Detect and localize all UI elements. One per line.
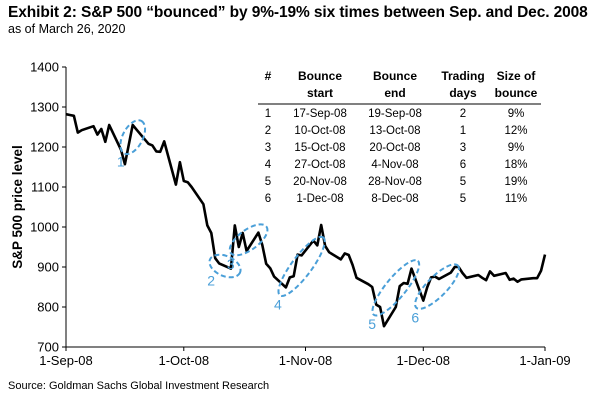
table-cell: 4 xyxy=(265,159,272,171)
table-cell: 13-Oct-08 xyxy=(369,125,420,137)
table-cell: 19-Sep-08 xyxy=(368,108,422,120)
table-cell: 3 xyxy=(265,142,271,154)
table-cell: 8-Dec-08 xyxy=(371,193,418,205)
bounce-callout-number: 6 xyxy=(411,310,419,326)
plot-area xyxy=(65,112,547,328)
table-cell: 5 xyxy=(460,176,466,188)
table-cell: 6 xyxy=(265,193,271,205)
table-header-line2: days xyxy=(449,86,477,100)
y-tick-label: 1200 xyxy=(30,140,59,155)
table-cell: 5 xyxy=(460,193,466,205)
source-note: Source: Goldman Sachs Global Investment … xyxy=(8,380,270,392)
table-cell: 3 xyxy=(460,142,466,154)
bounce-callout-number: 4 xyxy=(274,296,282,312)
table-cell: 10-Oct-08 xyxy=(294,125,345,137)
table-cell: 2 xyxy=(460,108,466,120)
table-cell: 1 xyxy=(460,125,466,137)
x-tick-label: 1-Oct-08 xyxy=(158,353,209,368)
y-tick-label: 800 xyxy=(37,300,59,315)
y-tick-label: 700 xyxy=(37,340,59,355)
bounce-callout-number: 3 xyxy=(227,256,235,272)
table-cell: 1-Dec-08 xyxy=(296,193,343,205)
table-cell: 1 xyxy=(265,108,271,120)
table-cell: 9% xyxy=(508,142,525,154)
table-header-line1: Bounce xyxy=(373,69,417,83)
table-cell: 20-Oct-08 xyxy=(369,142,420,154)
chart-axes: 700 800 900 1000 1100 1200 1300 1400 1-Sep-08 1-O… xyxy=(10,60,571,369)
sp500-series-line xyxy=(65,112,547,328)
table-cell: 6 xyxy=(460,159,466,171)
bounce-callout-ellipse xyxy=(228,223,269,257)
bounce-callout-ellipse xyxy=(414,263,460,310)
y-tick-label: 1000 xyxy=(30,220,59,235)
table-cell: 27-Oct-08 xyxy=(294,159,345,171)
table-cell: 19% xyxy=(504,176,527,188)
table-header-line2: start xyxy=(307,86,333,100)
table-cell: 4-Nov-08 xyxy=(371,159,418,171)
table-cell: 28-Nov-08 xyxy=(368,176,422,188)
bounce-table: # Bounce start Bounce end Trading days Size of b… xyxy=(258,69,541,205)
table-cell: 17-Sep-08 xyxy=(293,108,347,120)
table-cell: 15-Oct-08 xyxy=(294,142,345,154)
table-cell: 9% xyxy=(508,108,525,120)
table-header-line1: # xyxy=(265,69,272,83)
y-axis-label: S&P 500 price level xyxy=(10,145,25,269)
table-cell: 2 xyxy=(265,125,271,137)
table-header-line1: Trading xyxy=(441,69,484,83)
chart-title: Exhibit 2: S&P 500 “bounced” by 9%-19% s… xyxy=(8,4,588,21)
y-tick-label: 1300 xyxy=(30,100,59,115)
table-cell: 20-Nov-08 xyxy=(293,176,347,188)
table-header-line2: bounce xyxy=(495,86,538,100)
table-cell: 11% xyxy=(505,193,527,205)
bounce-callout-ellipse xyxy=(371,259,421,317)
table-cell: 5 xyxy=(265,176,271,188)
table-header-line1: Size of xyxy=(497,69,537,83)
table-header-line2: end xyxy=(384,86,405,100)
x-tick-label: 1-Jan-09 xyxy=(519,353,570,368)
bounce-callout-ellipse xyxy=(277,235,326,298)
table-cell: 12% xyxy=(504,125,527,137)
bounce-callout-ellipse xyxy=(208,253,242,279)
table-cell: 18% xyxy=(504,159,527,171)
chart-subtitle: as of March 26, 2020 xyxy=(8,22,126,36)
bounce-callout-number: 2 xyxy=(207,272,215,288)
y-tick-label: 900 xyxy=(37,260,59,275)
x-tick-label: 1-Nov-08 xyxy=(279,353,332,368)
x-tick-label: 1-Sep-08 xyxy=(39,353,92,368)
y-tick-label: 1100 xyxy=(31,180,59,195)
x-tick-label: 1-Dec-08 xyxy=(397,353,450,368)
y-tick-label: 1400 xyxy=(30,60,59,75)
bounce-callout-number: 5 xyxy=(368,316,376,332)
bounce-callout-ellipse xyxy=(119,119,147,156)
bounce-callout-number: 1 xyxy=(117,154,125,170)
table-header-line1: Bounce xyxy=(298,69,342,83)
